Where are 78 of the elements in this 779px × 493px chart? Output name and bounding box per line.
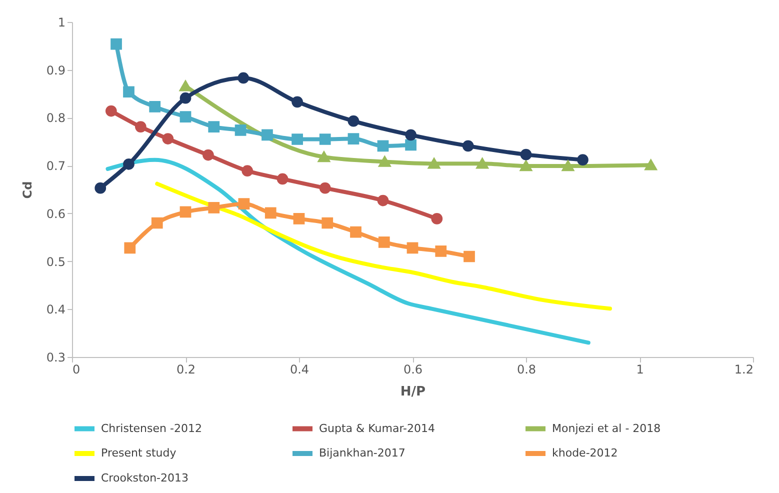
point — [264, 207, 276, 219]
x-tick-label: 1.2 — [734, 362, 754, 376]
point — [348, 115, 360, 127]
point — [645, 160, 657, 170]
point — [180, 92, 192, 104]
x-tick-label: 0.2 — [176, 362, 196, 376]
point — [319, 182, 331, 194]
point — [234, 124, 246, 136]
point — [238, 198, 250, 210]
point — [110, 38, 122, 50]
point — [378, 236, 390, 248]
legend-label: Bijankhan-2017 — [319, 446, 406, 460]
y-tick-label: 1 — [58, 16, 66, 30]
point — [208, 202, 220, 214]
point — [350, 226, 362, 238]
point — [123, 158, 134, 170]
point — [292, 134, 303, 145]
y-tick-label: 0.8 — [46, 111, 66, 126]
line-series — [106, 158, 590, 345]
point — [406, 242, 418, 254]
point — [292, 96, 303, 108]
point — [428, 158, 440, 169]
point — [105, 105, 117, 117]
point — [562, 160, 574, 172]
y-tick-label: 0.5 — [46, 254, 66, 269]
point — [405, 129, 416, 141]
point — [149, 101, 161, 112]
point — [202, 149, 214, 161]
point — [162, 133, 174, 144]
legend-label: Monjezi et al - 2018 — [552, 422, 661, 435]
point — [319, 134, 331, 145]
point — [293, 213, 305, 224]
point — [123, 86, 134, 98]
point — [94, 182, 106, 194]
point — [462, 140, 474, 152]
point — [520, 148, 532, 160]
x-tick-label: 0 — [72, 362, 80, 376]
point — [377, 140, 389, 152]
legend-label: Gupta & Kumar-2014 — [319, 422, 435, 435]
point — [435, 246, 447, 257]
x-tick-label: 0.8 — [516, 362, 536, 376]
x-tick-label: 1 — [636, 362, 644, 376]
x-axis-title: H/P — [400, 384, 426, 400]
point — [262, 129, 273, 141]
point — [180, 206, 192, 218]
point — [151, 217, 163, 229]
point — [577, 154, 588, 166]
point — [134, 121, 146, 132]
point — [520, 160, 532, 172]
x-tick-label: 0.6 — [403, 362, 423, 376]
line-series — [155, 182, 612, 311]
point — [322, 217, 334, 229]
point — [180, 111, 192, 122]
point — [464, 250, 475, 262]
point — [124, 242, 136, 254]
y-axis-title: Cd — [20, 181, 34, 199]
point — [431, 213, 443, 224]
point — [379, 156, 390, 167]
point — [276, 173, 288, 185]
y-tick-label: 0.3 — [46, 350, 66, 364]
x-tick-label: 0.4 — [290, 362, 310, 376]
y-tick-label: 0.7 — [46, 159, 66, 174]
point — [242, 165, 254, 177]
legend-label: Christensen -2012 — [101, 422, 202, 435]
point — [208, 121, 220, 132]
legend-label: Crookston-2013 — [101, 472, 189, 484]
y-tick-label: 0.9 — [46, 63, 66, 78]
point — [348, 133, 360, 144]
point — [405, 139, 416, 151]
y-tick-label: 0.6 — [46, 206, 66, 221]
legend-label: Present study — [101, 446, 177, 460]
point — [238, 72, 250, 84]
y-tick-label: 0.4 — [46, 302, 66, 317]
legend-label: khode-2012 — [552, 446, 618, 460]
point — [476, 158, 488, 169]
point — [377, 194, 389, 206]
point — [180, 81, 192, 92]
point — [318, 152, 330, 162]
